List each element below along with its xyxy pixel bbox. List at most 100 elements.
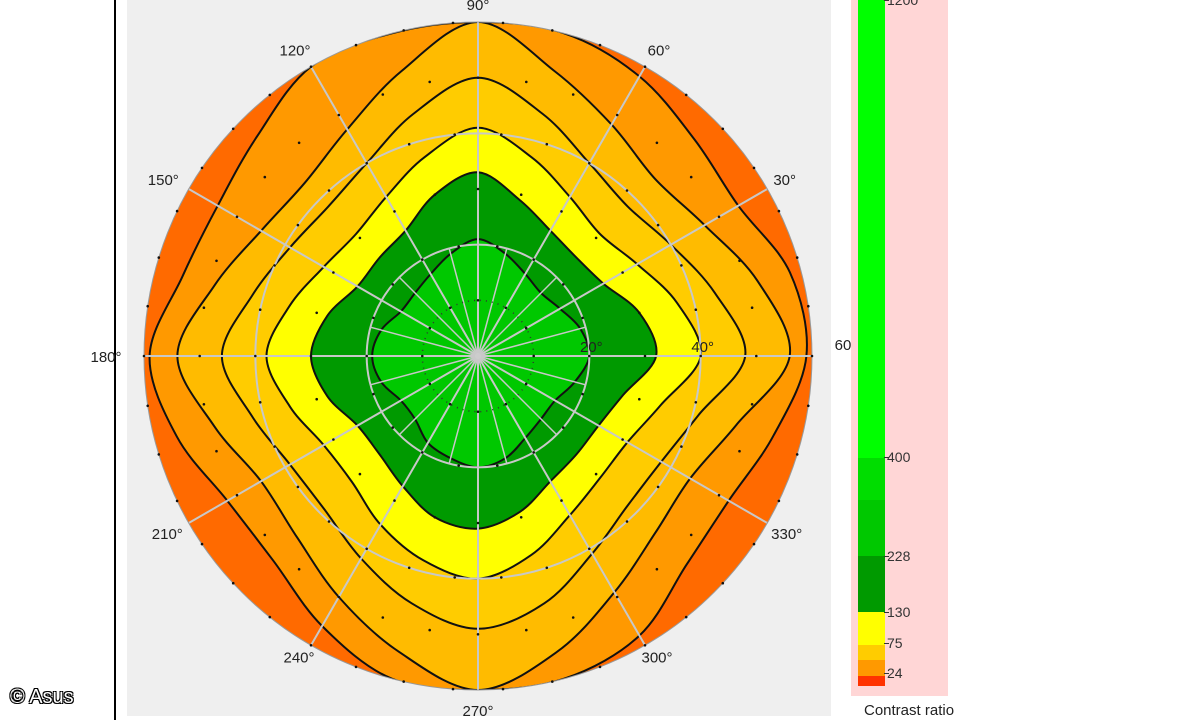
measurement-dot	[598, 43, 602, 47]
angle-label-270: 270°	[462, 703, 493, 720]
measurement-dot	[581, 316, 584, 320]
legend-band-mid	[858, 645, 885, 660]
measurement-dot	[258, 401, 262, 404]
measurement-dot	[689, 175, 693, 179]
grid-inner-spoke-345	[477, 355, 586, 386]
measurement-dot	[337, 113, 341, 117]
measurement-dot	[755, 354, 758, 358]
measurement-dot	[421, 451, 424, 454]
measurement-dot	[656, 223, 660, 227]
measurement-dot	[200, 542, 204, 546]
measurement-dot	[393, 210, 396, 213]
measurement-dot	[545, 566, 549, 570]
measurement-dot	[721, 581, 725, 585]
measurement-dot	[421, 258, 424, 261]
measurement-dot	[476, 76, 480, 79]
radial-label-40: 40°	[691, 339, 714, 356]
measurement-dot	[689, 533, 693, 537]
measurement-dot	[365, 161, 369, 165]
measurement-dot	[532, 354, 535, 358]
measurement-dot	[457, 464, 461, 467]
measurement-dot	[198, 354, 201, 358]
measurement-dot	[777, 499, 781, 503]
measurement-dot	[684, 615, 688, 619]
measurement-dot	[571, 616, 575, 619]
legend-tick-top: 1200	[883, 0, 918, 8]
grid-inner-spoke-315	[477, 355, 558, 436]
measurement-dot	[337, 595, 341, 599]
measurement-dot	[496, 464, 499, 467]
measurement-dot	[428, 382, 432, 386]
measurement-dot	[175, 209, 179, 213]
measurement-dot	[594, 236, 598, 240]
measurement-dot	[448, 402, 452, 406]
measurement-dot	[594, 472, 598, 476]
angle-label-120: 120°	[279, 42, 310, 59]
measurement-dot	[327, 520, 331, 523]
measurement-dot	[402, 29, 406, 32]
measurement-dot	[273, 445, 276, 448]
measurement-dot	[476, 299, 480, 302]
measurement-dot	[407, 566, 411, 570]
measurement-dot	[694, 308, 698, 312]
measurement-dot	[738, 259, 741, 263]
measurement-dot	[157, 256, 161, 259]
panel-border	[114, 0, 116, 720]
measurement-dot	[777, 209, 781, 213]
grid-inner-spoke-15	[477, 326, 586, 357]
measurement-dot	[296, 223, 300, 227]
measurement-dot	[391, 283, 395, 286]
measurement-dot	[545, 142, 549, 146]
measurement-dot	[500, 133, 503, 136]
measurement-dot	[451, 687, 455, 691]
measurement-dot	[309, 354, 313, 358]
measurement-dot	[684, 93, 688, 97]
legend-band-low	[858, 676, 885, 686]
measurement-dot	[476, 633, 480, 636]
grid-layer	[142, 21, 814, 691]
legend-tick-24: 24	[884, 665, 903, 681]
legend-band-1200	[858, 0, 885, 458]
grid-inner-spoke-165	[370, 326, 479, 357]
angle-label-210: 210°	[152, 526, 183, 543]
center-dot	[475, 353, 481, 359]
measurement-dot	[453, 133, 457, 136]
measurement-dot	[457, 245, 461, 248]
measurement-dot	[433, 516, 437, 519]
measurement-dot	[699, 354, 702, 358]
measurement-dot	[263, 533, 267, 537]
measurement-dot	[254, 354, 257, 358]
measurement-dot	[309, 644, 313, 647]
measurement-dot	[332, 438, 335, 441]
angle-label-300: 300°	[641, 650, 672, 667]
measurement-dot	[428, 628, 432, 632]
measurement-dot	[358, 472, 362, 476]
measurement-dot	[421, 354, 424, 358]
measurement-dot	[235, 493, 239, 497]
measurement-dot	[504, 402, 508, 406]
measurement-dot	[588, 547, 591, 551]
measurement-dot	[215, 259, 218, 263]
measurement-dot	[448, 306, 452, 310]
measurement-dot	[202, 403, 206, 406]
measurement-dot	[519, 516, 523, 519]
measurement-dot	[532, 258, 535, 261]
measurement-dot	[297, 141, 301, 145]
measurement-dot	[381, 616, 385, 619]
measurement-dot	[738, 449, 741, 453]
measurement-dot	[365, 547, 369, 551]
measurement-dot	[598, 665, 602, 669]
measurement-dot	[717, 215, 721, 219]
measurement-dot	[381, 93, 385, 96]
measurement-dot	[496, 245, 499, 248]
measurement-dot	[235, 215, 239, 219]
grid-inner-spoke-255	[448, 355, 479, 464]
measurement-dot	[562, 283, 565, 286]
measurement-dot	[372, 316, 375, 320]
measurement-dot	[501, 21, 505, 25]
measurement-dot	[315, 311, 319, 315]
measurement-dot	[694, 401, 698, 404]
measurement-dot	[807, 404, 810, 408]
grid-inner-spoke-105	[448, 248, 479, 357]
measurement-dot	[655, 567, 659, 571]
